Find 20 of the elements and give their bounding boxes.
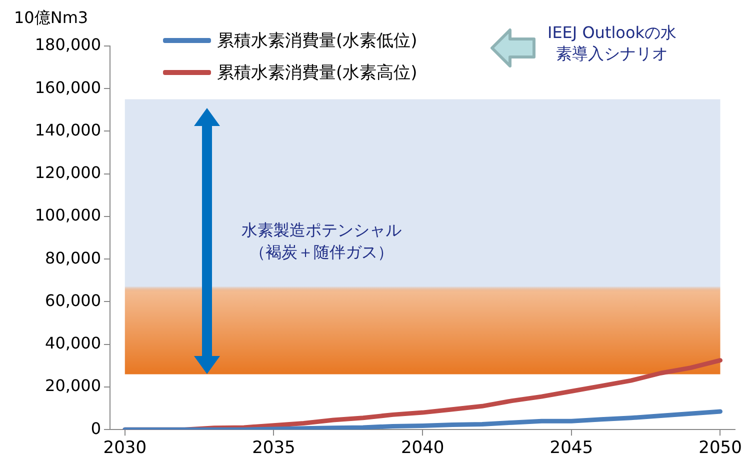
x-tick-label: 2035 bbox=[252, 438, 296, 458]
x-tick-label: 2040 bbox=[400, 438, 444, 458]
y-tick-label: 140,000 bbox=[34, 120, 101, 140]
y-tick-label: 0 bbox=[90, 418, 101, 438]
y-tick-label: 20,000 bbox=[45, 376, 101, 396]
y-tick-label: 120,000 bbox=[34, 163, 101, 182]
y-tick-label: 160,000 bbox=[34, 78, 101, 97]
x-tick-label: 2045 bbox=[550, 438, 594, 458]
x-tick-label: 2030 bbox=[103, 438, 147, 458]
legend-label: 累積水素消費量(水素低位) bbox=[217, 30, 418, 52]
y-tick-label: 40,000 bbox=[45, 334, 101, 353]
annotation: IEEJ Outlookの水素導入シナリオ bbox=[546, 22, 678, 64]
band-label: 水素製造ポテンシャル（褐炭＋随伴ガス） bbox=[241, 220, 402, 262]
legend-label: 累積水素消費量(水素高位) bbox=[217, 62, 418, 84]
x-tick-label: 2050 bbox=[698, 438, 742, 458]
y-tick-label: 100,000 bbox=[34, 206, 101, 225]
y-tick-label: 60,000 bbox=[45, 290, 101, 310]
y-tick-label: 80,000 bbox=[45, 248, 101, 268]
y-tick-label: 180,000 bbox=[34, 35, 101, 54]
y-axis-title: 10億Nm3 bbox=[14, 8, 88, 29]
